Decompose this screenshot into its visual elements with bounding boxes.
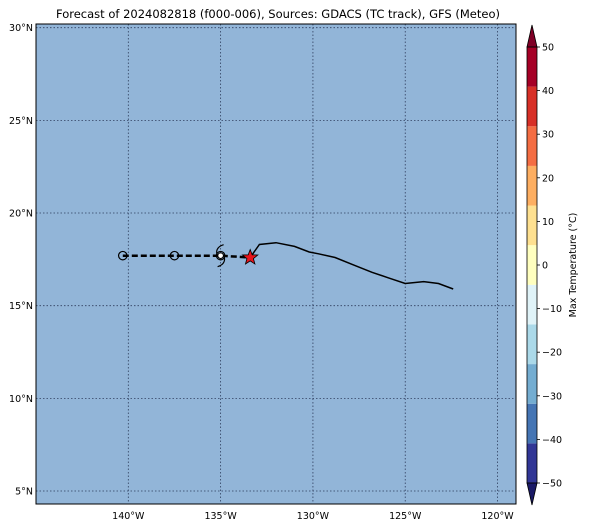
colorbar-segment <box>527 86 537 127</box>
x-tick-label: 135°W <box>204 511 237 522</box>
forecast-point-marker <box>117 250 128 261</box>
colorbar-segment <box>527 324 537 365</box>
y-tick-label: 5°N <box>15 487 33 498</box>
colorbar-segment <box>527 443 537 483</box>
colorbar-segment <box>527 403 537 444</box>
colorbar-under-extension <box>526 482 538 506</box>
y-tick-label: 25°N <box>9 116 33 127</box>
x-tick-label: 140°W <box>112 511 145 522</box>
colorbar: −50 −40 −30 −20 −10 0 10 20 30 40 50 <box>526 24 562 506</box>
x-tick-label: 125°W <box>389 511 422 522</box>
x-axis-ticks: 140°W 135°W 130°W 125°W 120°W <box>112 511 514 522</box>
map-frame <box>35 23 517 505</box>
current-position-star <box>241 248 259 265</box>
map-area: 140°W 135°W 130°W 125°W 120°W 5°N 10°N 15°N 20°… <box>9 23 517 522</box>
colorbar-tick-label: 40 <box>542 86 554 97</box>
x-tick-label: 120°W <box>481 511 514 522</box>
cyclone-center-dot <box>217 252 224 259</box>
colorbar-tick-label: −20 <box>542 348 562 359</box>
colorbar-segment <box>527 284 537 325</box>
y-tick-label: 20°N <box>9 209 33 220</box>
colorbar-segment <box>527 364 537 404</box>
ocean-background <box>36 24 516 504</box>
colorbar-segment <box>527 126 537 166</box>
colorbar-over-extension <box>526 24 538 48</box>
y-tick-label: 10°N <box>9 394 33 405</box>
colorbar-label: Max Temperature (°C) <box>568 213 579 318</box>
colorbar-segment <box>527 245 537 285</box>
track-layer <box>117 241 454 290</box>
colorbar-tick-label: −50 <box>542 479 562 490</box>
y-axis-ticks: 5°N 10°N 15°N 20°N 25°N 30°N <box>9 23 33 497</box>
colorbar-tick-label: 50 <box>542 43 554 54</box>
colorbar-segment <box>527 47 537 87</box>
forecast-track-line <box>122 254 251 259</box>
colorbar-tick-label: 10 <box>542 217 554 228</box>
y-tick-label: 15°N <box>9 301 33 312</box>
colorbar-tick-label: −10 <box>542 304 562 315</box>
cyclone-icon <box>216 244 226 268</box>
x-tick-label: 130°W <box>297 511 330 522</box>
colorbar-tick-label: −40 <box>542 435 562 446</box>
colorbar-segment <box>527 165 537 206</box>
colorbar-segment <box>527 205 537 246</box>
y-tick-label: 30°N <box>9 23 33 34</box>
colorbar-tick-label: −30 <box>542 391 562 402</box>
gridlines <box>36 24 516 504</box>
forecast-point-marker <box>215 250 226 261</box>
forecast-point-marker <box>169 250 180 261</box>
colorbar-tick-label: 30 <box>542 130 554 141</box>
colorbar-tick-label: 0 <box>542 261 548 272</box>
colorbar-tick-label: 20 <box>542 173 554 184</box>
figure-title: Forecast of 2024082818 (f000-006), Sourc… <box>56 7 500 21</box>
past-track-line <box>249 241 454 290</box>
